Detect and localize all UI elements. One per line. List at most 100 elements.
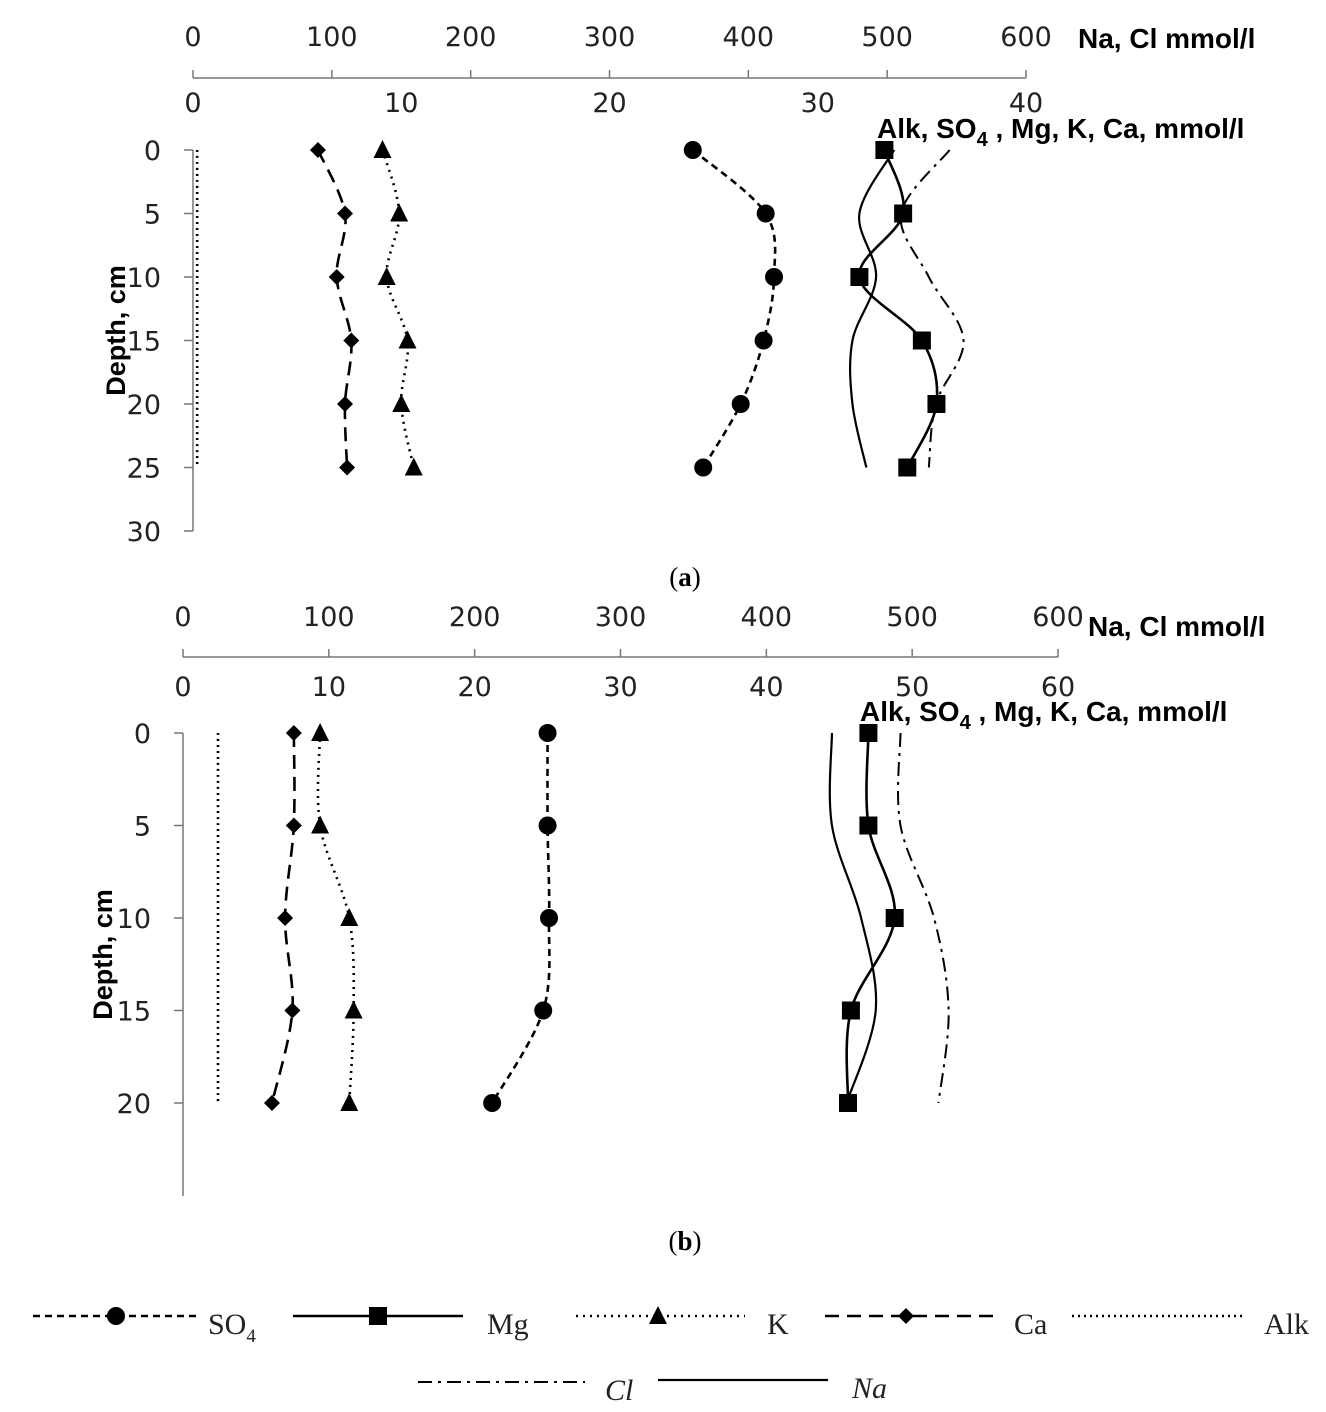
data-point-mg bbox=[841, 1001, 860, 1020]
data-point-k bbox=[340, 908, 359, 926]
series-line-na bbox=[848, 149, 896, 468]
legend-item-na: Na bbox=[658, 1372, 887, 1405]
second-axis-tick-label: 10 bbox=[384, 88, 418, 119]
top-axis-title: Na, Cl mmol/l bbox=[1078, 23, 1255, 54]
series-line-ca bbox=[316, 149, 353, 468]
top-axis-tick-label: 300 bbox=[584, 22, 636, 53]
series-ca bbox=[309, 142, 360, 476]
series-so4 bbox=[683, 141, 784, 477]
data-point-ca bbox=[285, 725, 302, 741]
data-point-ca bbox=[309, 142, 326, 158]
series-line-mg bbox=[858, 149, 939, 469]
legend-label: Na bbox=[851, 1372, 887, 1405]
depth-axis-tick-label: 0 bbox=[144, 136, 161, 167]
legend-item-alk: Alk bbox=[1072, 1308, 1309, 1341]
data-point-so4 bbox=[538, 816, 557, 835]
data-point-ca bbox=[284, 1002, 301, 1019]
top-axis-tick-label: 400 bbox=[741, 602, 793, 633]
data-point-k bbox=[373, 140, 392, 158]
legend-item-so4: SO4 bbox=[33, 1307, 256, 1347]
legend-marker-ca bbox=[898, 1308, 914, 1324]
legend-item-mg: Mg bbox=[293, 1307, 529, 1341]
data-point-mg bbox=[885, 909, 904, 927]
data-point-ca bbox=[343, 332, 360, 349]
legend-item-ca: Ca bbox=[825, 1308, 1047, 1341]
legend-marker-k bbox=[649, 1306, 667, 1324]
legend-marker-so4 bbox=[107, 1307, 125, 1325]
second-axis-tick-label: 30 bbox=[603, 672, 637, 703]
data-point-so4 bbox=[694, 458, 713, 477]
data-point-ca bbox=[277, 910, 294, 926]
series-line-cl bbox=[897, 732, 950, 1104]
legend-label: K bbox=[767, 1308, 789, 1341]
series-na bbox=[848, 149, 896, 468]
chart-panel-b: 0 100 200 300 400 500 600 Na, Cl mmol/l0 10 20 30 4… bbox=[88, 602, 1265, 1256]
depth-axis-title: Depth, cm bbox=[88, 889, 118, 1020]
top-axis-tick-label: 600 bbox=[1000, 22, 1052, 53]
top-axis-title: Na, Cl mmol/l bbox=[1088, 611, 1265, 642]
legend-label: SO4 bbox=[208, 1308, 256, 1347]
data-point-so4 bbox=[683, 141, 702, 159]
series-mg bbox=[850, 141, 946, 477]
depth-axis-tick-label: 15 bbox=[117, 997, 151, 1028]
second-axis-tick-label: 30 bbox=[801, 88, 835, 119]
depth-axis-tick-label: 5 bbox=[134, 812, 151, 843]
legend: SO4 Mg K Ca Alk Cl Na bbox=[33, 1306, 1309, 1407]
second-axis-tick-label: 0 bbox=[184, 88, 201, 119]
data-point-k bbox=[340, 1093, 359, 1111]
legend-item-cl: Cl bbox=[418, 1374, 633, 1407]
data-point-ca bbox=[337, 205, 354, 222]
series-line-cl bbox=[899, 149, 965, 468]
data-point-k bbox=[398, 330, 417, 349]
top-axis-tick-label: 0 bbox=[184, 22, 201, 53]
depth-axis-tick-label: 10 bbox=[127, 263, 161, 294]
data-point-mg bbox=[912, 331, 931, 350]
legend-label: Mg bbox=[487, 1308, 529, 1341]
depth-axis-tick-label: 10 bbox=[117, 904, 151, 935]
data-point-so4 bbox=[765, 268, 784, 286]
second-axis-title: Alk, SO4 , Mg, K, Ca, mmol/l bbox=[860, 696, 1227, 734]
depth-axis-tick-label: 15 bbox=[127, 327, 161, 358]
data-point-mg bbox=[839, 1094, 857, 1112]
series-cl bbox=[899, 149, 965, 468]
data-point-k bbox=[392, 394, 411, 412]
series-k bbox=[311, 723, 363, 1111]
data-point-mg bbox=[898, 458, 917, 477]
data-point-mg bbox=[894, 204, 913, 223]
depth-axis-title: Depth, cm bbox=[101, 265, 131, 396]
second-axis-tick-label: 40 bbox=[749, 672, 783, 703]
data-point-mg bbox=[859, 724, 878, 742]
depth-axis-tick-label: 0 bbox=[134, 719, 151, 750]
series-cl bbox=[897, 732, 950, 1104]
depth-axis-tick-label: 20 bbox=[127, 390, 161, 421]
depth-axis-tick-label: 30 bbox=[127, 517, 161, 548]
top-axis-tick-label: 100 bbox=[303, 602, 355, 633]
series-k bbox=[373, 140, 423, 476]
series-line-k bbox=[381, 149, 416, 468]
data-point-mg bbox=[850, 268, 869, 286]
data-point-k bbox=[311, 815, 330, 834]
second-axis-tick-label: 60 bbox=[1041, 672, 1075, 703]
legend-label: Alk bbox=[1264, 1308, 1309, 1341]
legend-label: Ca bbox=[1014, 1308, 1047, 1341]
data-point-mg bbox=[859, 816, 878, 835]
series-so4 bbox=[483, 724, 559, 1112]
data-point-ca bbox=[263, 1095, 280, 1111]
data-point-k bbox=[344, 1000, 363, 1019]
chart-panel-a: 0 100 200 300 400 500 600 Na, Cl mmol/l0 10 20 30 4… bbox=[101, 22, 1255, 592]
data-point-so4 bbox=[534, 1001, 553, 1020]
top-axis-tick-label: 200 bbox=[449, 602, 501, 633]
panel-label: (a) bbox=[669, 562, 701, 592]
depth-axis-tick-label: 5 bbox=[144, 200, 161, 231]
data-point-k bbox=[377, 267, 396, 285]
data-point-ca bbox=[328, 269, 345, 285]
second-axis-tick-label: 50 bbox=[895, 672, 929, 703]
legend-label: Cl bbox=[605, 1374, 633, 1407]
panel-label: (b) bbox=[668, 1226, 701, 1256]
legend-item-k: K bbox=[576, 1306, 789, 1341]
top-axis-tick-label: 600 bbox=[1032, 602, 1084, 633]
second-axis-tick-label: 20 bbox=[457, 672, 491, 703]
data-point-so4 bbox=[538, 724, 557, 742]
series-line-so4 bbox=[691, 149, 777, 469]
